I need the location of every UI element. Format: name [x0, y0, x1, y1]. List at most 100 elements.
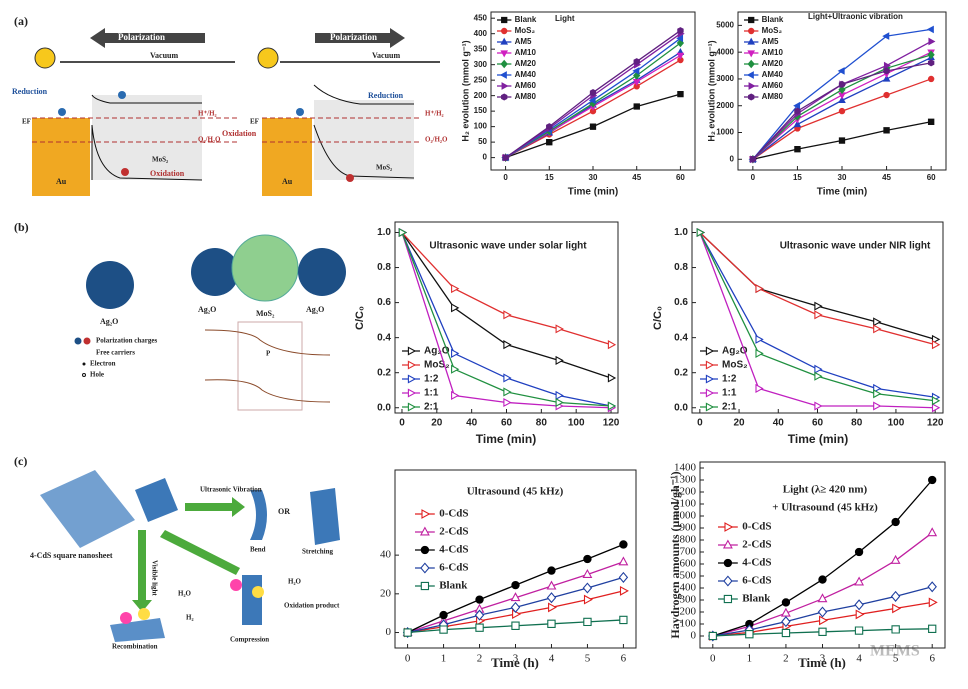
electron	[296, 108, 304, 116]
data-point	[510, 592, 521, 602]
data-point	[546, 138, 553, 146]
data-point	[854, 599, 864, 611]
data-point	[749, 155, 757, 163]
data-point	[451, 284, 460, 294]
legend-marker	[420, 545, 430, 555]
legend-marker	[748, 27, 755, 35]
legend-marker	[501, 16, 508, 24]
legend-label: Ag₂O	[722, 346, 748, 357]
x-tick-label: 6	[929, 653, 935, 665]
legend-label: 2:1	[424, 402, 439, 413]
legend-label: AM5	[762, 37, 779, 46]
x-tick-label: 100	[568, 418, 585, 429]
data-point	[583, 617, 592, 627]
data-point	[439, 625, 448, 634]
y-tick-label: 0	[386, 626, 392, 638]
data-point	[439, 610, 448, 620]
data-point	[677, 90, 684, 98]
y-tick-label: 4000	[716, 47, 734, 56]
chart: 0 20 40 60 80 100 120 0.0 0.2 0.4 0.6 0.8 1.0 Ultraso…	[354, 221, 620, 446]
legend-label: AM40	[515, 70, 537, 79]
legend-marker	[705, 388, 715, 398]
y-axis-label: C/C₀	[652, 306, 664, 330]
data-point	[676, 34, 684, 43]
diagram-label: Polarization	[330, 32, 377, 42]
legend-marker	[500, 50, 509, 58]
legend-label: AM20	[762, 59, 784, 68]
legend-marker	[501, 82, 509, 90]
diagram-label: Vacuum	[150, 51, 178, 60]
legend-marker	[407, 360, 417, 370]
data-point	[854, 626, 864, 635]
x-tick-label: 100	[888, 418, 905, 429]
data-point	[745, 619, 754, 629]
diagram-label: H₂O	[288, 578, 302, 586]
x-tick-label: 30	[838, 173, 847, 182]
data-point	[451, 348, 460, 359]
y-tick-label: 100	[474, 122, 488, 131]
data-point	[588, 96, 596, 105]
diagram-label: Compression	[230, 636, 269, 644]
data-point	[582, 568, 593, 578]
data-point	[755, 383, 764, 394]
data-point	[927, 118, 935, 125]
data-point	[931, 396, 941, 406]
data-point	[883, 127, 890, 134]
legend-label: 2-CdS	[742, 539, 771, 551]
diagram-label: H⁺/H₂	[425, 110, 444, 118]
data-point	[928, 475, 937, 485]
data-point	[927, 59, 935, 67]
data-point	[890, 554, 901, 564]
data-point	[838, 80, 846, 88]
legend-marker	[407, 346, 417, 356]
x-tick-label: 0	[399, 418, 405, 429]
x-tick-label: 3	[513, 653, 519, 665]
y-tick-label: 0.4	[674, 332, 688, 343]
data-point	[589, 88, 597, 97]
data-point	[676, 52, 685, 60]
legend-marker	[723, 575, 733, 587]
data-point	[931, 334, 941, 344]
data-point	[745, 630, 754, 639]
sheet	[242, 575, 262, 625]
y-tick-label: 450	[474, 13, 488, 22]
arrow	[185, 497, 245, 517]
legend-label: Blank	[742, 593, 771, 605]
x-tick-label: 15	[545, 173, 554, 182]
data-point	[555, 355, 564, 366]
data-point	[607, 401, 617, 411]
au-block	[32, 118, 90, 196]
chart-subtitle: + Ultrasound (45 kHz)	[772, 502, 878, 514]
diagram-a	[32, 28, 440, 196]
legend-label: 2-CdS	[439, 526, 468, 538]
y-tick-label: 400	[680, 582, 697, 594]
legend-marker	[420, 581, 430, 591]
diagram-label: Polarization	[118, 32, 165, 42]
data-point	[708, 631, 717, 641]
diagram-label: O₂/H₂O	[198, 136, 221, 144]
diagram-label: O₂/H₂O	[425, 136, 448, 144]
data-point	[633, 83, 640, 90]
data-point	[503, 397, 512, 408]
diagram-label: 4-CdS square nanosheet	[30, 551, 113, 560]
data-point	[814, 371, 823, 381]
legend-marker	[500, 59, 508, 69]
legend-marker	[500, 37, 509, 45]
legend-label: MoS₂	[515, 26, 536, 35]
legend-marker	[723, 558, 733, 568]
legend-label: AM80	[515, 92, 537, 101]
data-point	[837, 67, 845, 75]
x-tick-label: 6	[621, 653, 627, 665]
diagram-label: H₂	[186, 614, 194, 622]
y-tick-label: 500	[680, 570, 697, 582]
legend-label: 4-CdS	[742, 557, 771, 569]
x-tick-label: 0	[405, 653, 411, 665]
data-point	[403, 628, 412, 637]
data-point	[582, 582, 593, 594]
y-tick-label: 350	[474, 44, 488, 53]
legend-marker	[421, 509, 431, 519]
x-axis-label: Time (h)	[491, 655, 539, 670]
legend-label: MoS₂	[762, 26, 783, 35]
chart-title: Ultrasonic wave under NIR light	[780, 241, 931, 252]
diagram-label: Reduction	[368, 91, 404, 100]
